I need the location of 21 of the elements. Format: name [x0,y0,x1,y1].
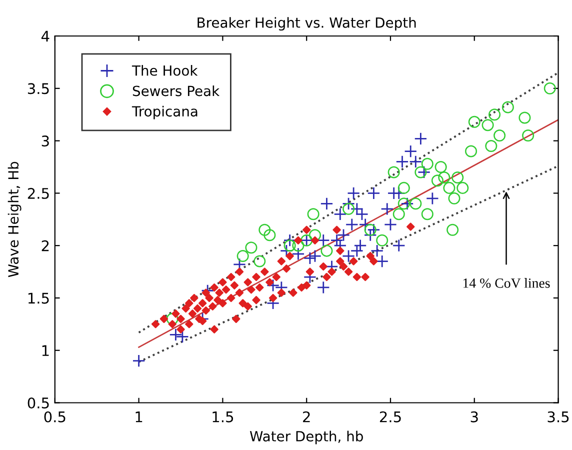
x-tick-label: 1 [136,412,142,422]
x-tick-label: 3.5 [548,411,569,422]
y-tick-label: 4 [41,30,50,42]
chart-title: Breaker Height vs. Water Depth [198,17,416,31]
x-tick-label: 2.5 [380,411,401,422]
y-tick-label: 0.5 [28,397,49,408]
y-tick-label: 3 [42,136,49,147]
y-tick-label: 2 [42,240,49,252]
x-tick-label: 1.5 [212,412,234,422]
y-axis-title: Wave Height, Hb [8,162,22,278]
x-tick-label: 3 [470,411,478,422]
annotation: 14 % CoV lines [463,278,550,288]
y-tick-label: 3.5 [28,83,49,94]
y-tick-label: 2.5 [28,188,49,199]
legend-label: Sewers Peak [132,85,220,96]
x-tick-label: 2 [303,411,310,422]
y-tick-label: 1.5 [28,292,49,304]
y-tick-label: 1 [42,345,49,356]
legend-label: Tropicana [132,106,198,120]
legend-label: The Hook [132,65,198,76]
x-axis-title: Water Depth, hb [250,430,363,444]
